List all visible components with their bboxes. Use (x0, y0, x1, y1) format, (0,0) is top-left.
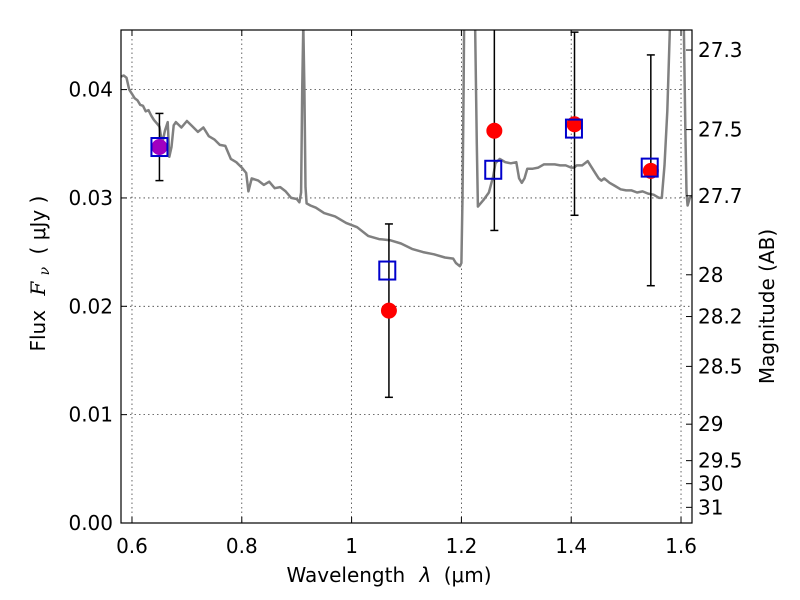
y-axis-subscript: ν (37, 266, 53, 275)
model-square (378, 260, 397, 281)
y-tick-label: 0.03 (68, 186, 113, 210)
y2-tick-label: 28 (698, 263, 723, 287)
observed-point (151, 139, 168, 156)
observed-point (486, 122, 503, 139)
y2-tick-label: 30 (698, 472, 723, 496)
y-tick-label: 0.01 (68, 403, 113, 427)
x-tick-label: 0.6 (116, 534, 148, 558)
model-square (484, 159, 503, 180)
x-axis-lambda: λ (419, 563, 432, 587)
y-axis-label-text: Flux (26, 310, 50, 352)
x-tick-label: 1.6 (665, 534, 697, 558)
x-tick-label: 1.4 (555, 534, 587, 558)
axes-frame (120, 29, 693, 524)
y-tick-label: 0.04 (68, 78, 113, 102)
y2-tick-label: 28.5 (698, 354, 743, 378)
model-square (150, 137, 169, 158)
x-tick-label: 0.8 (226, 534, 258, 558)
y2-axis-label: Magnitude (AB) (755, 229, 779, 384)
x-tick-label: 1.2 (445, 534, 477, 558)
grid (121, 30, 692, 524)
x-axis-label-text: Wavelength (287, 563, 406, 587)
y-tick-label: 0.00 (68, 511, 113, 535)
x-axis-units: (μm) (444, 563, 492, 587)
y-tick-label: 0.02 (68, 294, 113, 318)
y2-tick-label: 27.5 (698, 118, 743, 142)
y-axis-label: Flux F ν ( μJy ) (26, 196, 54, 352)
y2-tick-label: 29 (698, 412, 723, 436)
ticks: 0.6 0.8 1 1.2 1.4 1.6 0.00 0.01 0.02 0.03 0.04 27.3… (68, 30, 743, 558)
observed-point (380, 302, 397, 319)
y2-tick-label: 27.7 (698, 184, 743, 208)
y2-tick-label: 28.2 (698, 305, 743, 329)
y-axis-units: ( μJy ) (26, 196, 50, 255)
errorbars (150, 30, 659, 399)
plot-frame (120, 29, 693, 524)
y2-tick-label: 31 (698, 495, 723, 519)
x-tick-label: 1 (345, 534, 358, 558)
model-sed-line (121, 30, 692, 268)
model-square (564, 118, 583, 139)
x-axis-label: Wavelength λ (μm) (287, 563, 492, 587)
y2-tick-label: 27.3 (698, 38, 743, 62)
y2-tick-label: 29.5 (698, 449, 743, 473)
plot-area (121, 30, 692, 268)
y-axis-symbol: F (26, 281, 50, 297)
model-square (640, 157, 659, 178)
